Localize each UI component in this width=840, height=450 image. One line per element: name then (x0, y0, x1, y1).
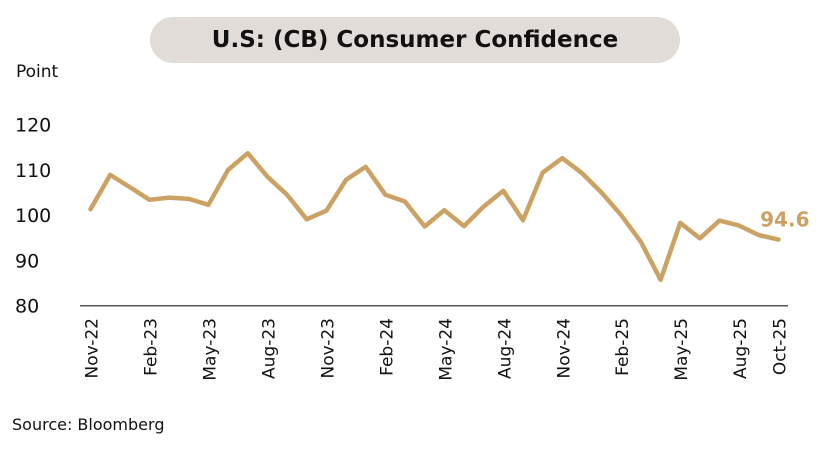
x-tick-label: Aug-23 (259, 318, 279, 379)
x-tick-label: Feb-23 (141, 318, 161, 376)
y-tick-label: 90 (15, 250, 39, 272)
data-line (88, 150, 781, 283)
x-tick-label: Aug-25 (731, 318, 751, 379)
x-tick-label: Oct-25 (771, 318, 791, 375)
x-tick-label: Feb-24 (377, 318, 397, 376)
x-tick-label: Nov-24 (554, 318, 574, 379)
x-tick-label: Feb-25 (613, 318, 633, 376)
y-tick-label: 80 (15, 296, 39, 318)
x-tick-label: Nov-22 (83, 318, 103, 379)
y-axis-label: Point (16, 62, 59, 82)
chart-title: U.S: (CB) Consumer Confidence (211, 27, 619, 53)
x-tick-label: Nov-23 (318, 318, 338, 379)
x-tick-label: May-23 (200, 318, 220, 381)
source-note: Source: Bloomberg (12, 415, 165, 434)
y-tick-label: 110 (15, 160, 51, 182)
x-tick-label: May-25 (672, 318, 692, 381)
chart-title-pill: U.S: (CB) Consumer Confidence (150, 17, 680, 63)
x-tick-label: Aug-24 (495, 318, 515, 379)
x-tick-label: May-24 (436, 318, 456, 381)
last-value-label: 94.6 (760, 208, 809, 232)
y-tick-label: 120 (15, 115, 51, 137)
y-tick-label: 100 (15, 205, 51, 227)
